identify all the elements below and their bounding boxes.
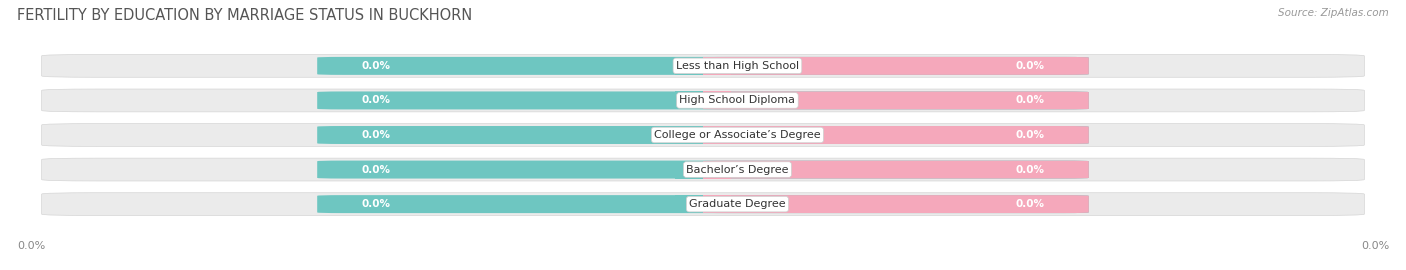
Bar	[675, 57, 703, 75]
FancyBboxPatch shape	[42, 89, 1364, 112]
FancyBboxPatch shape	[42, 193, 1364, 215]
Text: 0.0%: 0.0%	[1015, 130, 1045, 140]
FancyBboxPatch shape	[42, 158, 1364, 181]
Text: High School Diploma: High School Diploma	[679, 95, 796, 106]
FancyBboxPatch shape	[703, 92, 1088, 109]
Text: Bachelor’s Degree: Bachelor’s Degree	[686, 164, 789, 175]
Text: 0.0%: 0.0%	[1015, 95, 1045, 106]
Text: 0.0%: 0.0%	[17, 241, 45, 251]
Text: 0.0%: 0.0%	[1015, 61, 1045, 71]
Bar	[703, 161, 731, 178]
FancyBboxPatch shape	[318, 161, 1088, 178]
Text: 0.0%: 0.0%	[1015, 199, 1045, 209]
Text: 0.0%: 0.0%	[361, 199, 391, 209]
Bar	[675, 195, 703, 213]
Bar	[703, 126, 731, 144]
Text: 0.0%: 0.0%	[361, 130, 391, 140]
Bar	[703, 92, 731, 109]
Text: 0.0%: 0.0%	[361, 164, 391, 175]
Bar	[675, 126, 703, 144]
FancyBboxPatch shape	[318, 57, 1088, 75]
FancyBboxPatch shape	[703, 161, 1088, 178]
Text: 0.0%: 0.0%	[1361, 241, 1389, 251]
Bar	[675, 161, 703, 178]
FancyBboxPatch shape	[42, 55, 1364, 77]
FancyBboxPatch shape	[318, 126, 1088, 144]
FancyBboxPatch shape	[703, 195, 1088, 213]
Bar	[703, 195, 731, 213]
FancyBboxPatch shape	[318, 195, 1088, 213]
Text: Source: ZipAtlas.com: Source: ZipAtlas.com	[1278, 8, 1389, 18]
Bar	[703, 57, 731, 75]
FancyBboxPatch shape	[318, 92, 1088, 109]
Text: College or Associate’s Degree: College or Associate’s Degree	[654, 130, 821, 140]
Text: 0.0%: 0.0%	[361, 95, 391, 106]
FancyBboxPatch shape	[703, 57, 1088, 75]
FancyBboxPatch shape	[42, 124, 1364, 146]
Bar	[675, 92, 703, 109]
Text: FERTILITY BY EDUCATION BY MARRIAGE STATUS IN BUCKHORN: FERTILITY BY EDUCATION BY MARRIAGE STATU…	[17, 8, 472, 23]
Text: Graduate Degree: Graduate Degree	[689, 199, 786, 209]
Text: Less than High School: Less than High School	[676, 61, 799, 71]
FancyBboxPatch shape	[703, 126, 1088, 144]
Text: 0.0%: 0.0%	[361, 61, 391, 71]
Text: 0.0%: 0.0%	[1015, 164, 1045, 175]
